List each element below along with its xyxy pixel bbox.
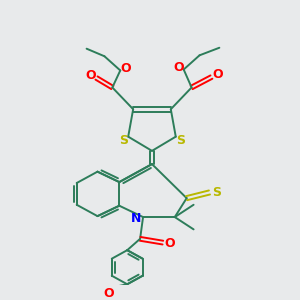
Text: N: N [131,212,141,224]
Text: O: O [103,287,114,300]
Text: S: S [119,134,128,147]
Text: O: O [85,69,96,82]
Text: O: O [173,61,184,74]
Text: S: S [176,134,185,147]
Text: S: S [212,186,221,199]
Text: O: O [164,237,175,250]
Text: O: O [212,68,223,81]
Text: O: O [120,62,130,75]
